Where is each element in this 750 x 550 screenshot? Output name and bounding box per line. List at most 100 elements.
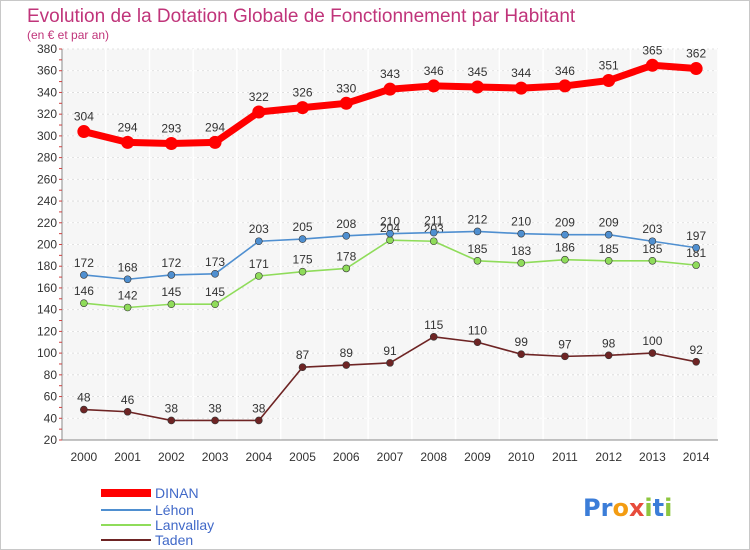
- x-tick-label: 2014: [683, 450, 710, 464]
- y-tick-label: 340: [37, 85, 57, 99]
- data-point: [342, 264, 351, 273]
- data-point: [80, 271, 88, 279]
- y-tick-label: 40: [44, 411, 58, 425]
- data-label: 48: [77, 391, 91, 405]
- data-label: 204: [380, 221, 400, 235]
- data-point: [517, 259, 526, 267]
- logo-letter: x: [629, 494, 645, 522]
- data-label: 100: [642, 334, 662, 348]
- data-label: 205: [293, 220, 313, 234]
- data-point: [342, 232, 351, 240]
- y-tick-label: 380: [37, 42, 57, 56]
- data-point: [121, 135, 135, 149]
- data-point: [558, 79, 572, 93]
- data-point: [427, 79, 441, 93]
- legend-label: Taden: [155, 532, 193, 548]
- data-label: 115: [424, 318, 443, 332]
- data-point: [339, 96, 353, 110]
- y-tick-label: 320: [37, 107, 57, 121]
- data-point: [473, 338, 482, 347]
- y-tick-label: 200: [37, 238, 57, 252]
- data-label: 146: [74, 284, 94, 298]
- data-label: 343: [380, 67, 400, 81]
- legend-label: Léhon: [155, 502, 194, 518]
- data-point: [648, 237, 657, 246]
- y-tick-label: 260: [37, 172, 57, 186]
- y-tick-label: 360: [37, 64, 57, 78]
- data-label: 110: [468, 323, 487, 337]
- data-point: [208, 135, 222, 149]
- data-point: [561, 255, 569, 264]
- data-label: 209: [555, 216, 575, 230]
- data-point: [298, 235, 307, 243]
- data-label: 344: [511, 66, 531, 80]
- data-label: 178: [336, 249, 356, 263]
- data-point: [123, 275, 132, 284]
- data-point: [80, 299, 88, 307]
- data-point: [123, 303, 132, 312]
- data-point: [164, 136, 178, 150]
- data-point: [517, 350, 526, 358]
- x-tick-label: 2007: [377, 450, 404, 464]
- y-tick-label: 160: [37, 281, 57, 295]
- data-label: 211: [424, 214, 443, 228]
- data-point: [602, 73, 616, 87]
- legend-label: DINAN: [155, 485, 199, 501]
- data-point: [645, 58, 659, 72]
- data-point: [342, 361, 351, 369]
- data-point: [167, 300, 176, 309]
- data-point: [298, 267, 307, 276]
- logo-letter: o: [612, 494, 629, 522]
- data-label: 294: [118, 120, 138, 134]
- data-label: 175: [293, 253, 313, 267]
- data-label: 38: [252, 401, 266, 415]
- series-dinan: 304 294 293 294 322 326 330 343 346 345 344 346 351 3…: [74, 43, 706, 150]
- y-tick-label: 120: [37, 324, 57, 338]
- data-label: 145: [205, 285, 225, 299]
- data-point: [254, 416, 263, 425]
- data-label: 89: [340, 346, 354, 360]
- data-point: [517, 229, 526, 238]
- data-point: [298, 363, 307, 372]
- series-léhon: 172 168 172 173 203 205 208 210 211 212 210 209 209 2…: [74, 212, 706, 284]
- logo-text: Proxiti: [583, 494, 672, 522]
- data-point: [77, 125, 91, 139]
- x-tick-label: 2000: [71, 450, 98, 464]
- data-label: 142: [118, 288, 138, 302]
- data-label: 330: [336, 81, 356, 95]
- data-label: 99: [515, 335, 529, 349]
- x-tick-label: 2010: [508, 450, 535, 464]
- data-point: [383, 82, 397, 96]
- data-point: [429, 333, 438, 341]
- axes: 20 40 60 80 100 120 140 160 180 200 220 240 260 280 30…: [37, 42, 718, 464]
- data-label: 186: [555, 241, 575, 255]
- y-tick-label: 180: [37, 259, 57, 273]
- data-point: [473, 256, 482, 265]
- data-label: 145: [161, 285, 181, 299]
- data-label: 168: [118, 260, 138, 274]
- data-label: 185: [467, 242, 487, 256]
- data-point: [648, 349, 657, 357]
- x-tick-label: 2006: [333, 450, 360, 464]
- x-tick-label: 2003: [202, 450, 229, 464]
- data-point: [473, 227, 482, 236]
- data-label: 46: [121, 393, 135, 407]
- data-label: 172: [74, 256, 94, 270]
- data-label: 345: [467, 65, 487, 79]
- data-point: [386, 236, 394, 244]
- data-label: 183: [511, 244, 531, 258]
- data-label: 38: [165, 401, 179, 415]
- data-label: 171: [249, 257, 269, 271]
- legend-item-dinan: DINAN: [101, 485, 199, 501]
- data-label: 172: [161, 256, 181, 270]
- y-tick-label: 140: [37, 303, 57, 317]
- data-label: 87: [296, 348, 310, 362]
- logo-letter: i: [664, 494, 672, 522]
- data-point: [386, 229, 394, 238]
- data-point: [123, 407, 132, 416]
- data-label: 326: [293, 86, 313, 100]
- data-point: [692, 243, 700, 252]
- legend-item-taden: Taden: [101, 532, 193, 548]
- data-label: 322: [249, 90, 269, 104]
